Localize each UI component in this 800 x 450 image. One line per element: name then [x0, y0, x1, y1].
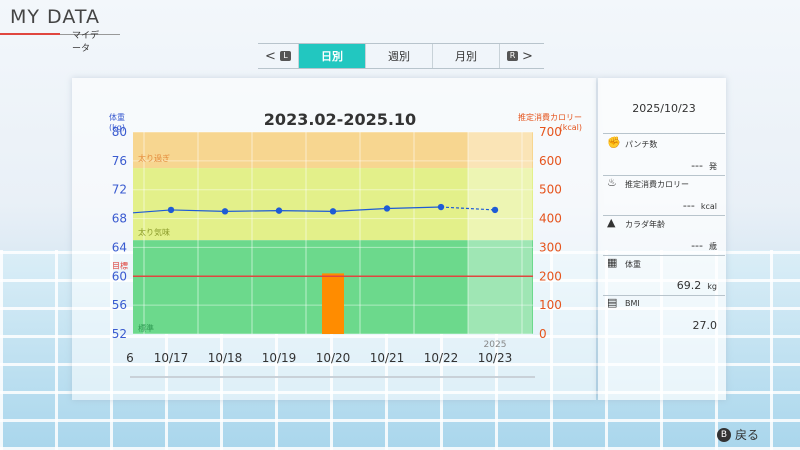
x-tick-label: 10/18	[208, 351, 243, 365]
right-axis-unit: (kcal)	[559, 123, 582, 132]
zone-label-slightly: 太り気味	[138, 227, 170, 237]
tab-daily[interactable]: 日別	[298, 44, 365, 68]
right-tick-label: 600	[539, 154, 562, 168]
calorie-bar	[322, 273, 344, 334]
left-tick-label: 64	[112, 240, 127, 254]
right-axis-title: 推定消費カロリー (kcal)	[512, 113, 582, 133]
muscle-icon: ▲	[607, 216, 616, 229]
right-tick-label: 700	[539, 125, 562, 139]
right-tick-label: 400	[539, 212, 562, 226]
flame-icon: ♨	[607, 176, 617, 189]
weight-point	[329, 208, 337, 215]
weight-point	[221, 208, 229, 215]
left-axis-label: 体重	[109, 113, 125, 122]
page-title: MY DATA	[10, 6, 100, 28]
b-button-icon: B	[717, 427, 731, 442]
tab-monthly[interactable]: 月別	[432, 44, 499, 68]
right-tick-label: 100	[539, 298, 562, 312]
left-tick-label: 60	[112, 269, 127, 283]
header-accent-line	[0, 33, 60, 35]
right-tick-label: 200	[539, 269, 562, 283]
l-key-icon: L	[279, 51, 291, 61]
body-age-value: --- 歳	[691, 239, 717, 252]
left-tick-label: 68	[112, 212, 127, 226]
r-key-icon: R	[507, 51, 519, 61]
selected-day-highlight	[468, 132, 532, 334]
chart-scrollbar[interactable]	[130, 376, 535, 378]
weight-line-projection	[440, 206, 496, 211]
right-axis-label: 推定消費カロリー	[518, 113, 582, 122]
x-tick-label: 10/22	[424, 351, 459, 365]
tab-weekly[interactable]: 週別	[365, 44, 432, 68]
weight-value: 69.2 kg	[676, 279, 717, 292]
zone-label-over: 太り過ぎ	[138, 153, 170, 163]
punch-count-label: パンチ数	[625, 140, 658, 149]
weight-point	[383, 205, 391, 212]
left-tick-label: 72	[112, 183, 127, 197]
bmi-stat: ▤ BMI 27.0	[603, 295, 725, 335]
x-tick-label: 10/21	[370, 351, 405, 365]
year-label: 2025	[484, 340, 507, 350]
x-tick-label: 10/19	[262, 351, 297, 365]
x-tick-label: 10/17	[154, 351, 189, 365]
chevron-right-icon: >	[522, 48, 533, 64]
detail-panel	[598, 78, 726, 400]
x-tick-label: 10/20	[316, 351, 351, 365]
left-tick-label: 80	[112, 125, 127, 139]
side-divider	[603, 133, 725, 134]
left-tick-label: 76	[112, 154, 127, 168]
zone-over	[133, 132, 533, 169]
weight-point	[275, 207, 283, 214]
left-axis-title: 体重 (kg)	[109, 113, 125, 133]
x-tick-label: 10/23	[478, 351, 513, 365]
scale-icon: ▦	[607, 256, 618, 269]
zone-slightly-over	[133, 168, 533, 241]
body-age-label: カラダ年齢	[625, 220, 665, 229]
bmi-value: 27.0	[692, 319, 718, 332]
left-axis-unit: (kg)	[109, 123, 125, 132]
back-button[interactable]: B 戻る	[717, 426, 759, 443]
page-header: MY DATA マイデータ	[0, 6, 120, 54]
calorie-label: 推定消費カロリー	[625, 180, 689, 189]
weight-point	[491, 206, 499, 214]
punch-count-stat: ✊ パンチ数 --- 発	[603, 135, 725, 176]
header-divider	[60, 34, 120, 35]
x-tick-label: 6	[126, 351, 134, 365]
glove-icon: ✊	[607, 136, 621, 149]
left-tick-label: 56	[112, 298, 127, 312]
period-tabs: < L 日別 週別 月別 R >	[258, 43, 544, 69]
punch-count-value: --- 発	[691, 159, 717, 172]
back-label: 戻る	[735, 428, 760, 442]
selected-date: 2025/10/23	[632, 102, 696, 115]
calorie-value: --- kcal	[682, 199, 717, 212]
chart-range-title: 2023.02-2025.10	[263, 110, 417, 129]
next-tab-button[interactable]: R >	[499, 44, 540, 68]
weight-point	[167, 206, 175, 214]
right-tick-label: 500	[539, 183, 562, 197]
prev-tab-button[interactable]: < L	[258, 44, 298, 68]
weight-point	[437, 203, 445, 211]
left-tick-label: 52	[112, 327, 127, 341]
calculator-icon: ▤	[607, 296, 618, 309]
bmi-label: BMI	[625, 299, 640, 308]
page-subtitle: マイデータ	[72, 31, 100, 54]
calorie-stat: ♨ 推定消費カロリー --- kcal	[603, 175, 725, 216]
zone-label-standard: 標準	[138, 323, 154, 333]
zone-label-target: 目標	[112, 260, 128, 270]
chevron-left-icon: <	[265, 48, 276, 64]
right-tick-label: 0	[539, 327, 547, 341]
right-tick-label: 300	[539, 240, 562, 254]
weight-stat: ▦ 体重 69.2 kg	[603, 255, 725, 296]
body-age-stat: ▲ カラダ年齢 --- 歳	[603, 215, 725, 256]
weight-label: 体重	[625, 260, 641, 269]
